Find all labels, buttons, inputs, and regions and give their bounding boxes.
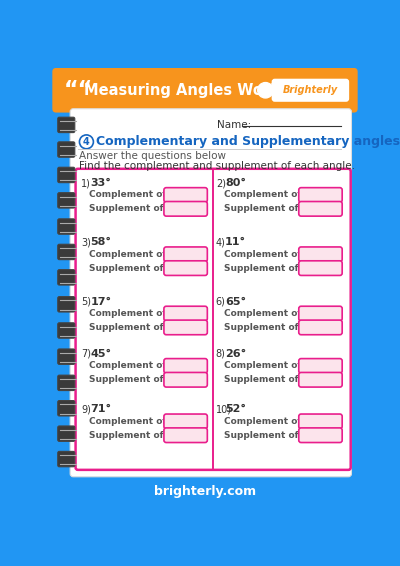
FancyBboxPatch shape [164,306,207,321]
Text: Complement of 33° =: Complement of 33° = [89,191,197,199]
FancyBboxPatch shape [164,372,207,387]
Text: 9): 9) [81,405,91,414]
Text: 58°: 58° [90,237,111,247]
Text: Answer the questions below: Answer the questions below [80,151,226,161]
Text: 2): 2) [216,178,226,188]
FancyBboxPatch shape [299,372,342,387]
FancyBboxPatch shape [164,428,207,443]
Text: 65°: 65° [225,297,246,307]
Text: Supplement of 58° =: Supplement of 58° = [89,264,194,273]
FancyBboxPatch shape [299,201,342,216]
FancyBboxPatch shape [58,375,75,391]
FancyBboxPatch shape [164,201,207,216]
Text: Find the complement and supplement of each angle.: Find the complement and supplement of ea… [80,161,356,171]
Text: 11°: 11° [225,237,246,247]
Text: 26°: 26° [225,349,246,359]
Circle shape [258,83,273,98]
Text: Supplement of 45° =: Supplement of 45° = [89,375,194,384]
Text: 1): 1) [81,178,91,188]
FancyBboxPatch shape [58,323,75,338]
FancyBboxPatch shape [58,245,75,260]
Text: Supplement of 11° =: Supplement of 11° = [224,264,329,273]
FancyBboxPatch shape [299,414,342,428]
Text: 80°: 80° [225,178,246,188]
Text: Complement of 71° =: Complement of 71° = [89,417,197,426]
FancyBboxPatch shape [164,414,207,428]
Text: brighterly.com: brighterly.com [154,485,256,498]
FancyBboxPatch shape [58,297,75,312]
Text: Supplement of 26° =: Supplement of 26° = [224,375,329,384]
Text: 45°: 45° [90,349,112,359]
Text: Complement of 45° =: Complement of 45° = [89,362,197,370]
FancyBboxPatch shape [70,109,352,477]
FancyBboxPatch shape [58,426,75,441]
FancyBboxPatch shape [272,79,349,102]
Text: 4): 4) [216,237,226,247]
Text: 52°: 52° [225,405,246,414]
FancyBboxPatch shape [58,401,75,416]
Text: Complement of 26° =: Complement of 26° = [224,362,332,370]
FancyBboxPatch shape [58,219,75,234]
Text: 4: 4 [83,137,90,147]
FancyBboxPatch shape [58,269,75,285]
Text: Supplement of 33° =: Supplement of 33° = [89,204,194,213]
FancyBboxPatch shape [58,167,75,183]
Text: Supplement of 65° =: Supplement of 65° = [224,323,329,332]
Text: Complement of 80° =: Complement of 80° = [224,191,332,199]
FancyBboxPatch shape [299,306,342,321]
FancyBboxPatch shape [299,188,342,202]
Text: Complement of 17° =: Complement of 17° = [89,309,197,318]
FancyBboxPatch shape [164,261,207,276]
FancyBboxPatch shape [299,320,342,335]
Circle shape [80,135,94,149]
FancyBboxPatch shape [299,261,342,276]
Text: Brighterly: Brighterly [283,85,338,95]
Text: 6): 6) [216,297,226,307]
FancyBboxPatch shape [164,320,207,335]
FancyBboxPatch shape [299,359,342,373]
Text: 5): 5) [81,297,91,307]
Text: Complement of 52° =: Complement of 52° = [224,417,332,426]
Text: 7): 7) [81,349,91,359]
Text: Measuring Angles Worksheets: Measuring Angles Worksheets [84,83,335,98]
Text: Complement of 11° =: Complement of 11° = [224,250,332,259]
Text: Complementary and Supplementary angles: Complementary and Supplementary angles [96,135,400,148]
Text: Name:: Name: [217,120,251,130]
Text: Supplement of 71° =: Supplement of 71° = [89,431,194,440]
FancyBboxPatch shape [52,68,358,113]
Text: 3): 3) [81,237,91,247]
FancyBboxPatch shape [58,349,75,365]
Text: Supplement of 17° =: Supplement of 17° = [89,323,194,332]
FancyBboxPatch shape [58,451,75,467]
FancyBboxPatch shape [164,359,207,373]
Text: Supplement of 52° =: Supplement of 52° = [224,431,329,440]
FancyBboxPatch shape [58,117,75,132]
FancyBboxPatch shape [58,142,75,157]
FancyBboxPatch shape [76,169,351,470]
Text: Complement of 58° =: Complement of 58° = [89,250,197,259]
Text: 10): 10) [216,405,232,414]
Text: 17°: 17° [90,297,112,307]
Text: ““: ““ [64,80,93,100]
Text: 71°: 71° [90,405,112,414]
FancyBboxPatch shape [299,428,342,443]
Text: 8): 8) [216,349,226,359]
FancyBboxPatch shape [164,247,207,261]
Text: Complement of 65° =: Complement of 65° = [224,309,332,318]
FancyBboxPatch shape [58,192,75,208]
Text: Supplement of 80° =: Supplement of 80° = [224,204,329,213]
FancyBboxPatch shape [164,188,207,202]
Text: 33°: 33° [90,178,111,188]
FancyBboxPatch shape [299,247,342,261]
